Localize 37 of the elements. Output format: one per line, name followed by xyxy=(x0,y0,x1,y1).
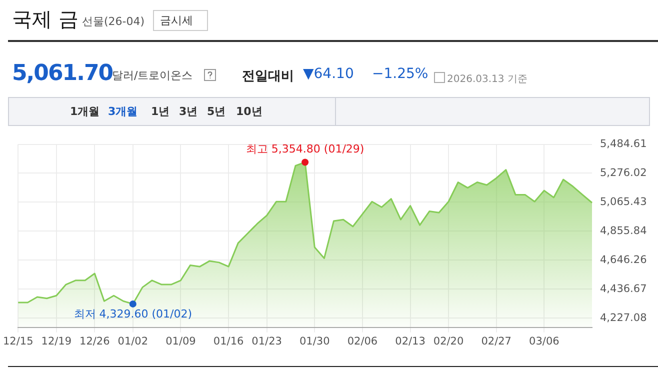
x-tick-label: 01/02 xyxy=(118,335,148,348)
x-tick-label: 01/16 xyxy=(213,335,244,348)
y-tick-label: 5,484.61 xyxy=(600,138,647,150)
text: 달러/트로이온스 xyxy=(112,69,193,82)
text: −1.25% xyxy=(372,66,428,82)
x-tick-label: 12/19 xyxy=(41,335,72,348)
text: 5년 xyxy=(207,104,226,119)
text: ▼64.10 xyxy=(303,66,354,82)
x-tick-label: 02/06 xyxy=(347,335,378,348)
x-tick-label: 12/26 xyxy=(80,335,110,348)
y-tick-label: 5,065.43 xyxy=(600,196,647,208)
text: 전일대비 xyxy=(242,68,294,85)
y-tick-label: 4,227.08 xyxy=(600,312,647,324)
text: 2026.03.13 기준 xyxy=(447,73,528,86)
y-tick-label: 4,436.67 xyxy=(600,282,647,295)
x-tick-label: 02/20 xyxy=(433,335,464,348)
x-tick-label: 12/15 xyxy=(2,335,34,348)
text: 금시세 xyxy=(153,10,208,31)
annotation: 최고 5,354.80 (01/29) xyxy=(246,142,364,156)
chart-title: 국제 금 xyxy=(12,6,78,33)
x-tick-label: 03/06 xyxy=(529,335,560,348)
chart-subtitle: 선물(26-04) xyxy=(82,14,145,29)
text: 5,061.70 xyxy=(12,61,113,86)
annotation: 최저 4,329.60 (01/02) xyxy=(74,307,192,320)
text: 1년 xyxy=(151,104,170,119)
x-tick-label: 01/09 xyxy=(166,335,196,348)
y-tick-label: 4,646.26 xyxy=(600,254,648,266)
x-tick-label: 01/30 xyxy=(299,335,330,348)
text: 1개월 xyxy=(70,104,100,119)
y-tick-label: 4,855.84 xyxy=(600,224,648,237)
text: 3개월 xyxy=(108,104,138,119)
text: 10년 xyxy=(236,104,262,119)
text: 3년 xyxy=(179,104,198,119)
x-tick-label: 02/27 xyxy=(481,335,512,348)
y-tick-label: 5,276.02 xyxy=(600,166,647,179)
x-tick-label: 01/23 xyxy=(252,335,282,348)
x-tick-label: 02/13 xyxy=(395,335,426,348)
